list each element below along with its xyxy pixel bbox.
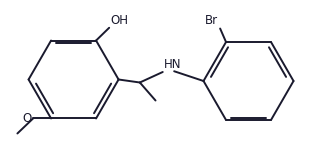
Text: O: O (23, 112, 32, 125)
Text: OH: OH (111, 14, 129, 27)
Text: Br: Br (205, 14, 218, 27)
Text: HN: HN (164, 58, 182, 71)
